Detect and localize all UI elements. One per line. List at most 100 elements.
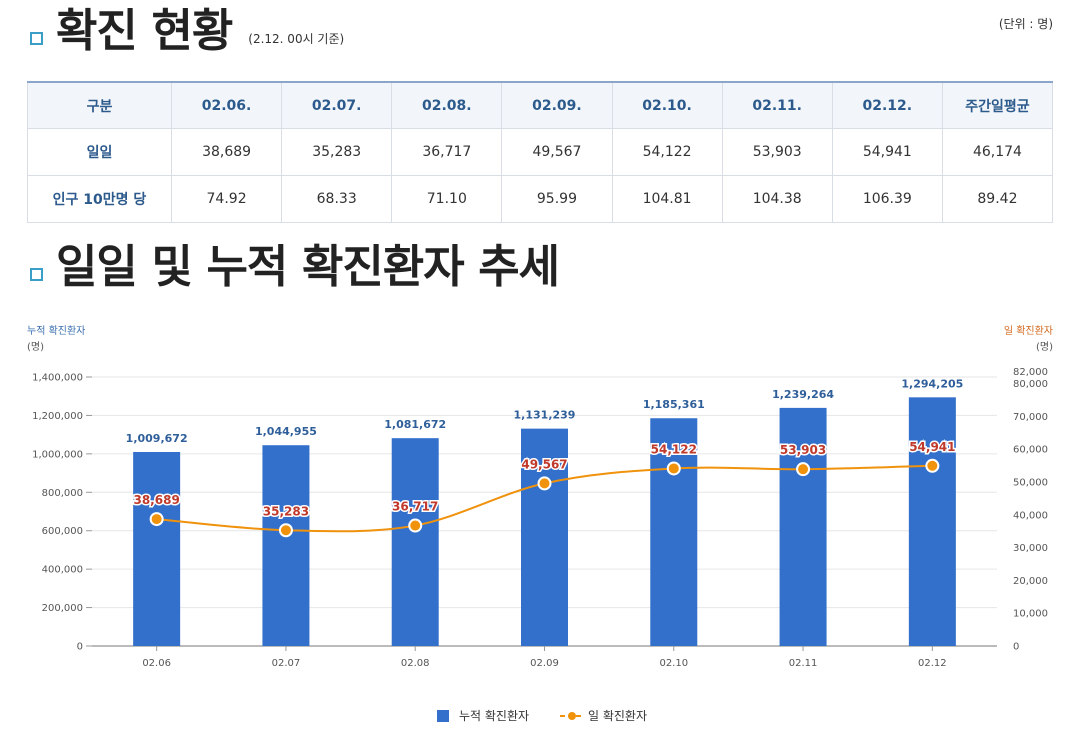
row-header: 인구 10만명 당 <box>27 175 172 223</box>
right-axis-tick-label: 70,000 <box>1013 412 1048 423</box>
x-axis-tick-label: 02.11 <box>789 658 818 669</box>
section-bullet-icon <box>30 32 43 45</box>
table-row: 인구 10만명 당 74.92 68.33 71.10 95.99 104.81… <box>27 175 1054 223</box>
x-axis-tick-label: 02.12 <box>918 658 947 669</box>
left-axis-tick-label: 1,000,000 <box>32 449 83 460</box>
confirmed-cases-table: 구분 02.06. 02.07. 02.08. 02.09. 02.10. 02… <box>27 81 1054 223</box>
daily-point <box>925 458 940 473</box>
table-cell: 35,283 <box>281 128 393 176</box>
table-header-cell: 02.09. <box>501 81 613 129</box>
daily-point <box>796 462 811 477</box>
right-axis-tick-label: 30,000 <box>1013 543 1048 554</box>
base-time-note: (2.12. 00시 기준) <box>248 32 345 46</box>
left-axis-tick-label: 200,000 <box>42 603 83 614</box>
x-axis-tick-label: 02.07 <box>272 658 301 669</box>
legend-bar-swatch <box>437 710 449 722</box>
daily-value-label: 38,689 <box>133 493 179 507</box>
table-cell: 106.39 <box>831 175 943 223</box>
left-axis-tick-label: 400,000 <box>42 565 83 576</box>
table-header-cell: 02.08. <box>391 81 503 129</box>
x-axis-tick-label: 02.08 <box>401 658 430 669</box>
table-header-cell: 02.11. <box>721 81 833 129</box>
x-axis-tick-label: 02.06 <box>142 658 171 669</box>
daily-point <box>537 476 552 491</box>
trend-chart: 누적 확진환자 (명) 일 확진환자 (명) 0 200,000 400,000 60… <box>27 325 1053 723</box>
left-axis-tick-label: 800,000 <box>42 488 83 499</box>
x-axis-tick-label: 02.10 <box>659 658 688 669</box>
table-header-cell: 02.07. <box>281 81 393 129</box>
section-title-status: 확진 현황 <box>56 4 233 57</box>
table-header-cell: 02.12. <box>831 81 943 129</box>
table-cell: 89.42 <box>941 175 1054 223</box>
table-row: 일일 38,689 35,283 36,717 49,567 54,122 53… <box>27 128 1054 176</box>
table-cell: 49,567 <box>501 128 613 176</box>
daily-point <box>666 461 681 476</box>
legend-label-cumulative: 누적 확진환자 <box>459 709 529 723</box>
left-axis-title: 누적 확진환자 <box>27 325 85 337</box>
left-axis-unit: (명) <box>27 341 44 353</box>
right-axis-tick-label: 82,000 <box>1013 367 1048 378</box>
bar-value-label: 1,239,264 <box>772 388 834 401</box>
bar-cumulative <box>779 407 827 646</box>
right-axis-tick-label: 80,000 <box>1013 379 1048 390</box>
bar-cumulative <box>521 428 568 646</box>
bar-value-label: 1,185,361 <box>643 398 705 411</box>
table-header-row: 구분 02.06. 02.07. 02.08. 02.09. 02.10. 02… <box>27 81 1054 129</box>
bar-value-label: 1,131,239 <box>514 409 576 422</box>
left-axis-tick-label: 600,000 <box>42 526 83 537</box>
table-cell: 68.33 <box>281 175 393 223</box>
daily-value-label: 54,122 <box>651 442 697 456</box>
chart-legend: 누적 확진환자 일 확진환자 <box>437 709 647 723</box>
table-cell: 71.10 <box>391 175 503 223</box>
right-axis-tick-label: 60,000 <box>1013 445 1048 456</box>
table-cell: 38,689 <box>170 128 283 176</box>
legend-label-daily: 일 확진환자 <box>588 709 647 723</box>
bar-value-label: 1,044,955 <box>255 425 317 438</box>
section-bullet-icon <box>30 268 43 281</box>
daily-value-label: 35,283 <box>263 504 309 518</box>
table-header-cell: 주간일평균 <box>941 81 1054 129</box>
table-cell: 46,174 <box>941 128 1054 176</box>
table-header-cell: 02.06. <box>170 81 283 129</box>
bar-value-label: 1,009,672 <box>126 432 188 445</box>
bar-cumulative <box>133 451 181 646</box>
section-title-trend: 일일 및 누적 확진환자 추세 <box>56 240 560 293</box>
right-axis-tick-label: 40,000 <box>1013 510 1048 521</box>
table-cell: 95.99 <box>501 175 613 223</box>
table-cell: 104.81 <box>611 175 723 223</box>
right-axis-title: 일 확진환자 <box>1004 325 1053 337</box>
bar-cumulative <box>650 418 698 646</box>
table-cell: 53,903 <box>721 128 833 176</box>
table-cell: 54,122 <box>611 128 723 176</box>
daily-value-label: 53,903 <box>780 443 826 457</box>
x-axis-tick-label: 02.09 <box>530 658 559 669</box>
table-header-cell: 02.10. <box>611 81 723 129</box>
table-header-cell: 구분 <box>27 81 172 129</box>
bar-cumulative <box>908 397 956 646</box>
table-cell: 104.38 <box>721 175 833 223</box>
table-cell: 74.92 <box>170 175 283 223</box>
bar-cumulative <box>262 445 310 646</box>
bar-value-label: 1,081,672 <box>384 418 446 431</box>
right-axis-tick-label: 20,000 <box>1013 576 1048 587</box>
right-axis-tick-label: 10,000 <box>1013 609 1048 620</box>
section-header-status: 확진 현황 (2.12. 00시 기준) <box>30 8 344 53</box>
unit-note: (단위 : 명) <box>998 17 1053 31</box>
daily-point <box>278 523 293 538</box>
daily-value-label: 36,717 <box>392 500 438 514</box>
right-axis-tick-label: 50,000 <box>1013 477 1048 488</box>
right-axis-tick-label: 0 <box>1013 642 1019 653</box>
bar-cumulative <box>391 438 439 646</box>
daily-point <box>149 512 164 527</box>
row-header: 일일 <box>27 128 172 176</box>
daily-point <box>408 518 423 533</box>
bar-value-label: 1,294,205 <box>901 377 963 390</box>
daily-value-label: 49,567 <box>521 457 567 471</box>
table-cell: 36,717 <box>391 128 503 176</box>
daily-value-label: 54,941 <box>909 440 955 454</box>
section-header-trend: 일일 및 누적 확진환자 추세 <box>30 240 560 293</box>
legend-marker-icon <box>568 712 576 720</box>
left-axis-tick-label: 1,200,000 <box>32 411 83 422</box>
table-cell: 54,941 <box>831 128 943 176</box>
left-axis-tick-label: 0 <box>77 642 83 653</box>
